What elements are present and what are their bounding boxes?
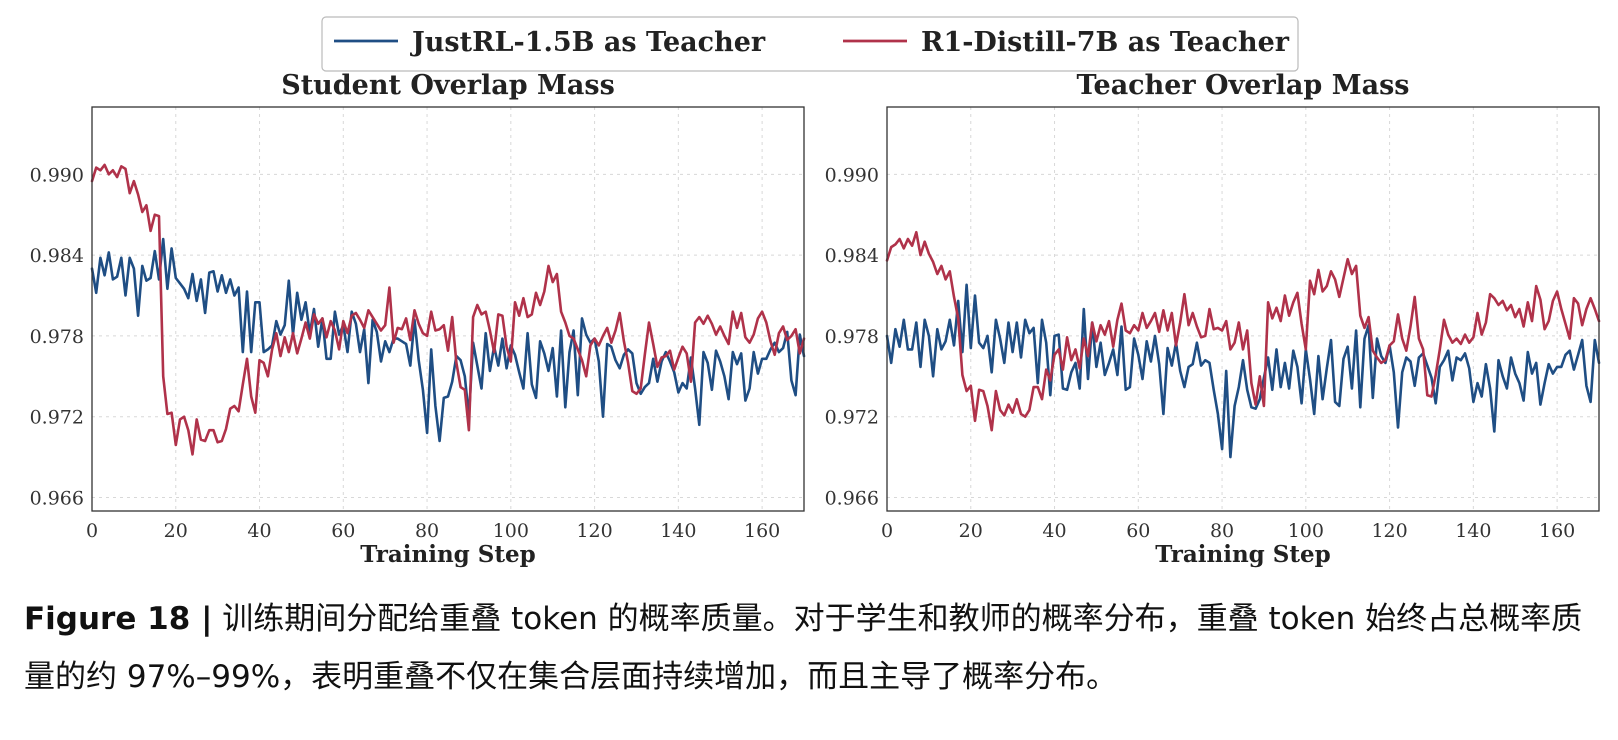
x-tick-label: 0 bbox=[86, 520, 98, 542]
x-tick-label: 20 bbox=[959, 520, 983, 542]
x-tick-label: 160 bbox=[1539, 520, 1575, 542]
y-ticks-teacher: 0.966 0.972 0.978 0.984 0.990 bbox=[825, 164, 879, 509]
y-tick-label: 0.978 bbox=[30, 326, 84, 348]
x-tick-label: 120 bbox=[576, 520, 612, 542]
x-tick-label: 160 bbox=[744, 520, 780, 542]
x-tick-label: 140 bbox=[660, 520, 696, 542]
x-tick-label: 80 bbox=[415, 520, 439, 542]
x-ticks-teacher: 0 20 40 60 80 100 120 140 160 bbox=[881, 520, 1575, 542]
x-axis-title-teacher: Training Step bbox=[1155, 541, 1330, 568]
legend: JustRL-1.5B as Teacher R1-Distill-7B as … bbox=[321, 16, 1299, 72]
y-ticks-student: 0.966 0.972 0.978 0.984 0.990 bbox=[30, 164, 84, 509]
x-tick-label: 100 bbox=[1288, 520, 1324, 542]
series-line-justrl-teacher bbox=[885, 283, 1601, 459]
x-tick-label: 140 bbox=[1455, 520, 1491, 542]
figure-canvas: JustRL-1.5B as Teacher R1-Distill-7B as … bbox=[30, 16, 1601, 568]
y-tick-label: 0.990 bbox=[30, 164, 84, 186]
series-line-justrl-student bbox=[90, 237, 806, 443]
x-tick-label: 120 bbox=[1371, 520, 1407, 542]
x-ticks-student: 0 20 40 60 80 100 120 140 160 bbox=[86, 520, 780, 542]
y-tick-label: 0.978 bbox=[825, 326, 879, 348]
y-tick-label: 0.984 bbox=[30, 245, 84, 267]
y-tick-label: 0.984 bbox=[825, 245, 879, 267]
x-tick-label: 20 bbox=[164, 520, 188, 542]
x-tick-label: 40 bbox=[247, 520, 271, 542]
y-tick-label: 0.972 bbox=[30, 407, 84, 429]
figure-caption: Figure 18 | 训练期间分配给重叠 token 的概率质量。对于学生和教… bbox=[24, 590, 1599, 706]
plot-frame-teacher bbox=[886, 106, 1600, 512]
plot-frame-student bbox=[91, 106, 805, 512]
legend-label-r1distill: R1-Distill-7B as Teacher bbox=[921, 27, 1290, 58]
series-line-r1distill-teacher bbox=[885, 230, 1601, 432]
x-tick-label: 60 bbox=[1126, 520, 1150, 542]
x-tick-label: 40 bbox=[1042, 520, 1066, 542]
legend-label-justrl: JustRL-1.5B as Teacher bbox=[410, 27, 766, 58]
panel-student-overlap-mass: Student Overlap Mass 0.966 0.972 0.978 0.98… bbox=[30, 70, 806, 568]
series-line-r1distill-student bbox=[90, 163, 806, 456]
x-axis-title-student: Training Step bbox=[360, 541, 535, 568]
caption-figure-label: Figure 18 | bbox=[24, 601, 213, 637]
grid-student bbox=[91, 107, 804, 511]
y-tick-label: 0.966 bbox=[825, 488, 879, 510]
panel-teacher-overlap-mass: Teacher Overlap Mass 0.966 0.972 0.978 0.98… bbox=[825, 70, 1601, 568]
y-tick-label: 0.966 bbox=[30, 488, 84, 510]
panel-title-teacher: Teacher Overlap Mass bbox=[1077, 70, 1410, 101]
x-tick-label: 80 bbox=[1210, 520, 1234, 542]
caption-text: 训练期间分配给重叠 token 的概率质量。对于学生和教师的概率分布，重叠 to… bbox=[24, 601, 1583, 695]
panel-title-student: Student Overlap Mass bbox=[281, 70, 615, 101]
x-tick-label: 60 bbox=[331, 520, 355, 542]
x-tick-label: 100 bbox=[493, 520, 529, 542]
series-teacher bbox=[885, 230, 1601, 459]
x-tick-label: 0 bbox=[881, 520, 893, 542]
series-student bbox=[90, 163, 806, 456]
y-tick-label: 0.990 bbox=[825, 164, 879, 186]
legend-box bbox=[321, 16, 1299, 72]
grid-teacher bbox=[886, 107, 1599, 511]
y-tick-label: 0.972 bbox=[825, 407, 879, 429]
